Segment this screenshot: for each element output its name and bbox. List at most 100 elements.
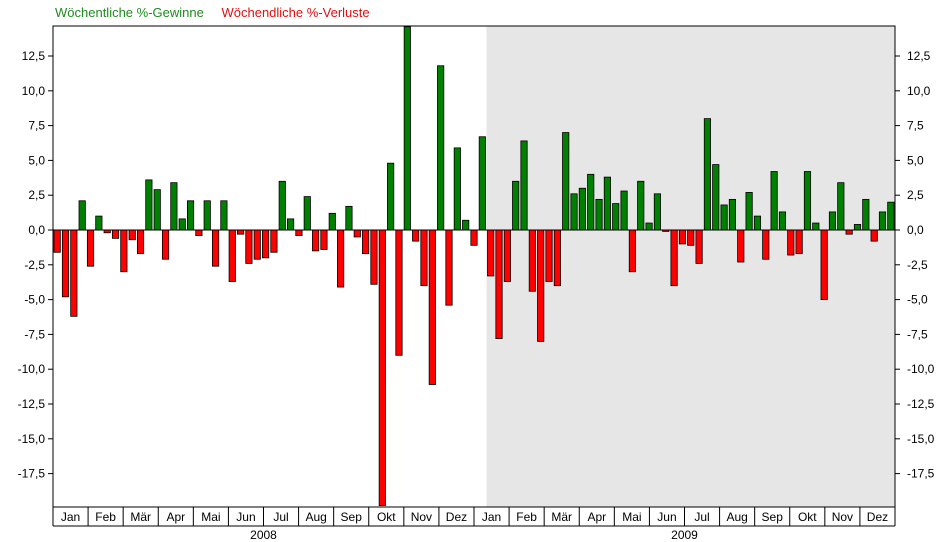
bar xyxy=(470,229,478,246)
bar xyxy=(445,229,453,306)
x-tick-label-month: Feb xyxy=(95,510,116,524)
bar xyxy=(53,229,61,253)
x-tick-label-month: Aug xyxy=(726,510,747,524)
bar xyxy=(678,229,686,245)
bar xyxy=(828,211,837,231)
x-tick-label-month: Apr xyxy=(587,510,606,524)
y-tick-label-left: 7,5 xyxy=(28,119,45,133)
bar xyxy=(587,173,595,231)
bar xyxy=(453,147,461,231)
y-tick-label-left: -12,5 xyxy=(18,397,46,411)
bar xyxy=(520,140,528,231)
bar xyxy=(70,229,78,317)
bar xyxy=(211,229,220,267)
bar xyxy=(120,229,128,273)
bar xyxy=(303,196,311,231)
bar xyxy=(178,218,186,231)
bar xyxy=(745,192,753,231)
bar xyxy=(370,229,378,285)
y-tick-label-left: 10,0 xyxy=(22,84,46,98)
bar xyxy=(478,136,486,231)
bar xyxy=(287,218,295,231)
chart-legend: Wöchentliche %-Gewinne Wöchendliche %-Ve… xyxy=(55,5,384,20)
bar xyxy=(778,211,787,231)
bar xyxy=(862,198,870,231)
bar xyxy=(562,132,570,231)
x-tick-label-month: Sep xyxy=(341,510,363,524)
bar xyxy=(553,229,561,287)
y-tick-label-right: 0,0 xyxy=(907,223,924,237)
bar xyxy=(270,229,278,253)
x-tick-label-month: Dez xyxy=(446,510,467,524)
y-tick-label-left: 5,0 xyxy=(28,153,45,167)
y-tick-label-right: -17,5 xyxy=(907,467,935,481)
bar xyxy=(712,164,720,231)
y-tick-label-right: -5,0 xyxy=(907,293,928,307)
bar xyxy=(653,193,661,231)
bar xyxy=(428,229,436,385)
bar xyxy=(570,193,578,231)
bar xyxy=(320,229,328,250)
y-tick-label-left: 12,5 xyxy=(22,49,46,63)
bar xyxy=(312,229,320,252)
x-tick-label-month: Nov xyxy=(411,510,432,524)
bar xyxy=(720,204,728,231)
y-tick-label-left: -5,0 xyxy=(24,293,45,307)
x-tick-label-month: Okt xyxy=(798,510,817,524)
x-tick-label-month: Mai xyxy=(622,510,641,524)
y-tick-label-left: -7,5 xyxy=(24,327,45,341)
bar xyxy=(537,229,545,342)
y-tick-label-right: -10,0 xyxy=(907,362,935,376)
x-year-label: 2009 xyxy=(671,528,698,542)
bar xyxy=(378,229,386,507)
x-tick-label-month: Jun xyxy=(657,510,676,524)
bar xyxy=(328,212,336,231)
bar xyxy=(161,229,170,260)
bar xyxy=(337,229,345,288)
legend-losses: Wöchendliche %-Verluste xyxy=(221,5,370,20)
bar xyxy=(437,65,445,231)
bar xyxy=(295,229,303,236)
bar xyxy=(111,229,120,239)
bar xyxy=(637,180,645,231)
x-tick-label-month: Nov xyxy=(832,510,853,524)
bar xyxy=(545,229,553,282)
bar xyxy=(853,224,862,231)
bar xyxy=(220,200,228,231)
bar xyxy=(803,171,812,231)
x-tick-label-month: Jul xyxy=(694,510,709,524)
bar xyxy=(628,229,636,273)
bar xyxy=(487,229,495,277)
y-tick-label-right: -7,5 xyxy=(907,327,928,341)
bar xyxy=(420,229,428,287)
x-tick-label-month: Mär xyxy=(130,510,151,524)
legend-gains: Wöchentliche %-Gewinne xyxy=(55,5,204,20)
x-tick-label-month: Mär xyxy=(551,510,572,524)
bar xyxy=(603,176,611,231)
y-tick-label-right: -15,0 xyxy=(907,432,935,446)
y-tick-label-right: 5,0 xyxy=(907,153,924,167)
x-tick-label-month: Jul xyxy=(273,510,288,524)
bar xyxy=(787,229,795,256)
bar xyxy=(528,229,536,292)
x-tick-label-month: Jun xyxy=(236,510,255,524)
bar xyxy=(153,189,161,231)
bar xyxy=(870,229,878,242)
bar xyxy=(395,229,403,356)
bar xyxy=(345,205,353,231)
bar xyxy=(403,26,411,231)
bar xyxy=(812,222,820,231)
bar xyxy=(645,222,653,231)
y-tick-label-right: 7,5 xyxy=(907,119,924,133)
bar xyxy=(512,180,520,231)
y-tick-label-left: -15,0 xyxy=(18,432,46,446)
bar xyxy=(878,211,887,231)
bar xyxy=(462,219,470,231)
bar xyxy=(228,229,236,282)
bar xyxy=(278,180,286,231)
y-tick-label-left: -10,0 xyxy=(18,362,46,376)
bar xyxy=(128,229,136,241)
bar xyxy=(728,198,737,231)
bar xyxy=(86,229,95,267)
